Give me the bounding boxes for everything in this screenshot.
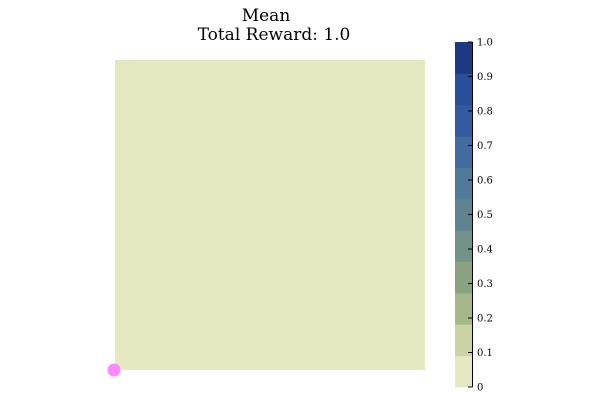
colorbar-tick-label: 0.5: [477, 210, 493, 221]
colorbar-tick-label: 0: [477, 383, 483, 394]
colorbar-segment: [455, 73, 472, 106]
colorbar-segment: [455, 261, 472, 294]
colorbar-tick-label: 0.8: [477, 107, 493, 118]
colorbar-tick-label: 0.9: [477, 72, 493, 83]
chart-subtitle: Total Reward: 1.0: [198, 25, 351, 45]
colorbar-segment: [455, 104, 472, 137]
colorbar-segment: [455, 355, 472, 388]
colorbar-tick-label: 0.4: [477, 245, 493, 256]
colorbar: 0 0.1 0.2 0.3 0.4 0.5 0.6 0.7 0.8 0.9 1.0: [455, 38, 493, 394]
colorbar-tick-label: 0.2: [477, 314, 493, 325]
colorbar-segment: [455, 136, 472, 168]
colorbar-segment: [455, 324, 472, 357]
agent-marker: [107, 363, 121, 377]
heatmap-cell: [115, 60, 425, 370]
chart-title: Mean: [242, 6, 291, 26]
colorbar-tick-label: 0.7: [477, 141, 493, 152]
colorbar-segment: [455, 42, 472, 74]
plot-area: [107, 60, 425, 377]
colorbar-segment: [455, 230, 472, 263]
colorbar-tick-label: 0.3: [477, 279, 493, 290]
colorbar-tick-label: 0.1: [477, 348, 493, 359]
colorbar-segment: [455, 198, 472, 231]
colorbar-tick-label: 0.6: [477, 176, 493, 187]
colorbar-segment: [455, 167, 472, 200]
colorbar-segment: [455, 292, 472, 325]
colorbar-tick-label: 1.0: [477, 38, 493, 49]
